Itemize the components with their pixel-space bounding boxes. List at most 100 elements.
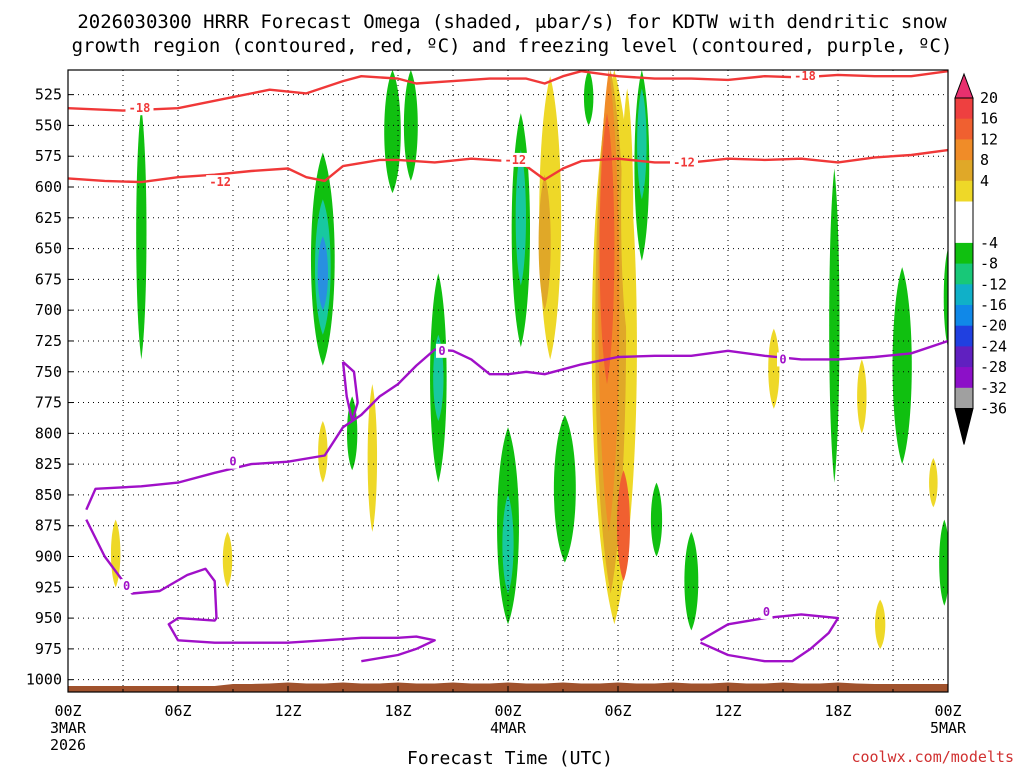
y-tick-label: 825 xyxy=(35,455,62,473)
contour-label-minus12: -12 xyxy=(206,175,235,190)
colorbar-segment xyxy=(955,325,973,347)
omega-region-22 xyxy=(943,248,948,348)
omega-region-14 xyxy=(583,70,594,126)
svg-text:-12: -12 xyxy=(209,175,231,189)
omega-region-20 xyxy=(892,267,912,465)
colorbar-label: -16 xyxy=(980,296,1007,314)
omega-region-12 xyxy=(515,150,526,286)
x-tick-date: 5MAR xyxy=(930,719,967,737)
x-tick-date: 4MAR xyxy=(490,719,527,737)
colorbar-bottom-arrow xyxy=(954,408,974,445)
svg-text:0: 0 xyxy=(438,344,445,358)
omega-region-36 xyxy=(857,359,867,434)
omega-region-26 xyxy=(367,384,378,532)
omega-region-16 xyxy=(637,88,647,200)
x-axis-label: Forecast Time (UTC) xyxy=(407,748,613,768)
colorbar-segment xyxy=(955,346,973,368)
x-tick-label: 06Z xyxy=(604,702,631,720)
contour-label-freezing: 0 xyxy=(760,604,773,619)
omega-region-32 xyxy=(599,113,615,385)
y-tick-label: 875 xyxy=(35,517,62,535)
y-tick-label: 675 xyxy=(35,270,62,288)
colorbar-segment xyxy=(955,242,973,265)
y-tick-label: 1000 xyxy=(26,671,62,689)
omega-region-3 xyxy=(317,236,328,311)
omega-region-5 xyxy=(403,70,418,181)
omega-region-0 xyxy=(136,106,147,360)
contour-label-minus12: -12 xyxy=(501,152,530,167)
colorbar-segment xyxy=(955,263,973,285)
contour-label-minus12: -12 xyxy=(670,155,698,170)
omega-region-35 xyxy=(768,328,780,409)
omega-region-19 xyxy=(829,168,840,483)
x-tick-label: 12Z xyxy=(714,702,741,720)
colorbar-label: 8 xyxy=(980,151,989,169)
x-tick-date: 3MAR xyxy=(50,719,87,737)
colorbar-segment xyxy=(955,180,973,202)
omega-region-13 xyxy=(553,414,576,563)
y-tick-label: 950 xyxy=(35,609,62,627)
colorbar-segment xyxy=(955,139,973,161)
colorbar-segment xyxy=(955,98,973,120)
y-tick-label: 525 xyxy=(35,86,62,104)
svg-text:-12: -12 xyxy=(504,153,526,167)
omega-region-37 xyxy=(875,599,886,649)
x-tick-label: 00Z xyxy=(54,702,81,720)
omega-shading xyxy=(110,70,948,649)
x-tick-label: 12Z xyxy=(274,702,301,720)
y-tick-label: 725 xyxy=(35,332,62,350)
omega-region-18 xyxy=(684,531,699,631)
contour-label-freezing: 0 xyxy=(436,343,448,358)
colorbar-segment xyxy=(955,118,973,140)
y-tick-label: 700 xyxy=(35,301,62,319)
colorbar-label: -8 xyxy=(980,255,998,273)
svg-text:0: 0 xyxy=(229,455,236,469)
colorbar-label: -12 xyxy=(980,275,1007,293)
colorbar-segment xyxy=(955,367,973,389)
omega-region-17 xyxy=(650,482,663,557)
x-tick-label: 18Z xyxy=(824,702,851,720)
chart-title-line2: growth region (contoured, red, ºC) and f… xyxy=(72,35,953,57)
omega-region-34 xyxy=(621,88,634,335)
colorbar-label: -36 xyxy=(980,400,1007,418)
colorbar-label: 20 xyxy=(980,89,998,107)
y-tick-label: 850 xyxy=(35,486,62,504)
x-tick-label: 00Z xyxy=(494,702,521,720)
colorbar-segment xyxy=(955,201,973,244)
x-tick-label: 00Z xyxy=(934,702,961,720)
omega-region-28 xyxy=(538,174,551,311)
omega-region-24 xyxy=(222,531,233,588)
chart-title: 2026030300 HRRR Forecast Omega (shaded, … xyxy=(77,11,947,33)
credit-text: coolwx.com/modelts xyxy=(851,748,1014,766)
colorbar-label: -28 xyxy=(980,358,1007,376)
svg-text:0: 0 xyxy=(123,579,130,593)
y-tick-label: 900 xyxy=(35,548,62,566)
colorbar-label: 16 xyxy=(980,110,998,128)
contours: -18 -18 -12 -12 -12 0 0 0 0 0 xyxy=(68,69,948,663)
colorbar-label: -20 xyxy=(980,317,1007,335)
y-tick-label: 650 xyxy=(35,240,62,258)
colorbar-label: -24 xyxy=(980,337,1007,355)
x-tick-year: 2026 xyxy=(50,736,86,754)
y-tick-label: 575 xyxy=(35,147,62,165)
y-tick-label: 550 xyxy=(35,116,62,134)
y-tick-label: 750 xyxy=(35,363,62,381)
y-tick-label: 775 xyxy=(35,394,62,412)
y-tick-label: 975 xyxy=(35,640,62,658)
svg-text:0: 0 xyxy=(779,352,786,366)
y-axis: 525 550 575 600 625 650 675 700 725 750 775 800 825 8… xyxy=(26,86,73,689)
colorbar-label: 4 xyxy=(980,172,989,190)
contour-label-freezing: 0 xyxy=(777,352,789,367)
omega-region-25 xyxy=(318,421,328,483)
omega-region-38 xyxy=(929,457,938,508)
y-tick-label: 600 xyxy=(35,178,62,196)
colorbar-top-arrow xyxy=(954,72,974,99)
colorbar-segment xyxy=(955,305,973,327)
svg-text:0: 0 xyxy=(763,605,770,619)
x-tick-label: 06Z xyxy=(164,702,191,720)
svg-text:-18: -18 xyxy=(794,69,816,83)
y-tick-label: 925 xyxy=(35,578,62,596)
svg-text:-18: -18 xyxy=(129,101,151,115)
contour-label-minus18: -18 xyxy=(125,101,154,116)
